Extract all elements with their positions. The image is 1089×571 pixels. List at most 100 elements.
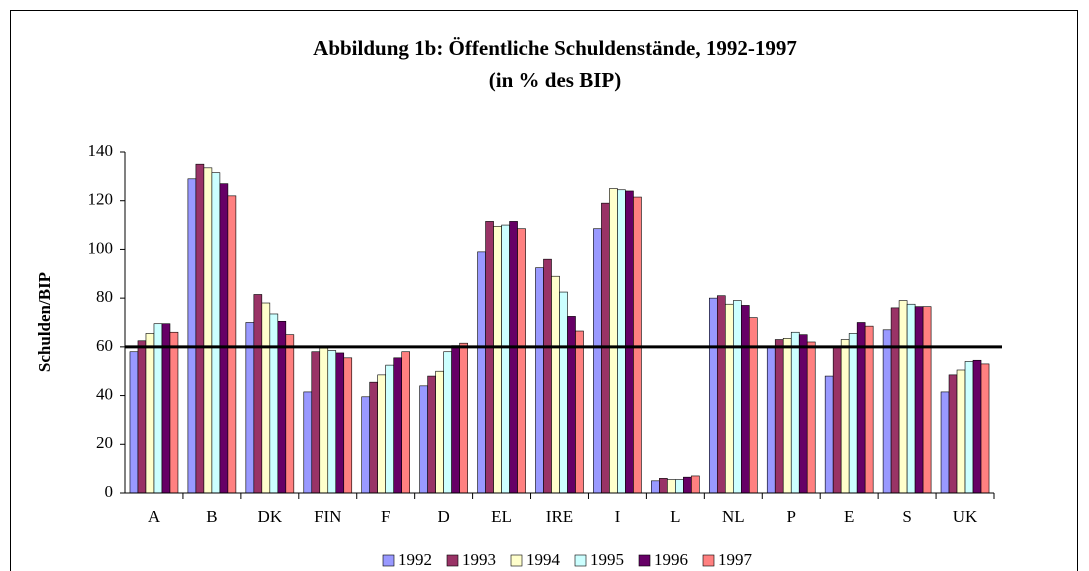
bar xyxy=(716,295,726,494)
chart-subtitle: (in % des BIP) xyxy=(489,68,621,92)
bar xyxy=(782,338,792,494)
x-tick-label: E xyxy=(844,507,854,526)
bar xyxy=(253,294,263,494)
bar xyxy=(401,351,411,494)
bar xyxy=(567,316,576,494)
bar xyxy=(691,475,700,494)
bar xyxy=(343,357,353,494)
bar xyxy=(517,228,526,494)
x-tick-label: I xyxy=(615,507,621,526)
bar xyxy=(840,339,850,494)
bar xyxy=(435,370,444,494)
bar xyxy=(335,352,345,494)
bar xyxy=(617,189,626,494)
x-tick-label: IRE xyxy=(546,507,573,526)
bar xyxy=(956,369,966,494)
bar xyxy=(493,225,502,494)
x-tick-label: EL xyxy=(491,507,512,526)
bar xyxy=(161,323,171,494)
bar xyxy=(393,357,403,494)
bar xyxy=(137,340,147,494)
bar xyxy=(914,306,924,494)
bar xyxy=(261,302,271,494)
y-axis-label: Schulden/BIP xyxy=(35,272,54,372)
bar xyxy=(683,476,692,494)
legend-label: 1992 xyxy=(398,550,432,569)
legend-swatch xyxy=(382,554,395,567)
y-tick-label: 20 xyxy=(96,433,113,452)
x-tick-label: FIN xyxy=(314,507,341,526)
bar xyxy=(427,375,436,494)
bar xyxy=(748,317,758,494)
legend-label: 1995 xyxy=(590,550,624,569)
bar xyxy=(361,396,371,494)
x-tick-label: DK xyxy=(258,507,283,526)
bar xyxy=(798,334,808,494)
bar xyxy=(948,374,958,494)
bar xyxy=(451,345,460,494)
bar xyxy=(187,178,197,494)
bar xyxy=(766,346,776,494)
bar xyxy=(633,196,642,494)
x-tick-label: P xyxy=(786,507,795,526)
bar xyxy=(906,303,916,494)
y-tick-label: 100 xyxy=(88,238,114,257)
x-tick-label: S xyxy=(902,507,911,526)
y-tick-label: 0 xyxy=(105,482,114,501)
bar xyxy=(559,291,568,494)
bar xyxy=(609,188,618,494)
y-tick-label: 80 xyxy=(96,287,113,306)
bar xyxy=(443,351,452,494)
bar xyxy=(832,346,842,494)
bar xyxy=(145,333,155,494)
bar xyxy=(219,183,229,494)
y-tick-label: 40 xyxy=(96,384,113,403)
bar xyxy=(203,167,213,494)
bar xyxy=(882,329,892,494)
y-tick-label: 120 xyxy=(88,190,114,209)
bar xyxy=(774,339,784,494)
bar xyxy=(980,363,990,494)
bar xyxy=(651,480,660,494)
bar xyxy=(419,385,428,494)
bar xyxy=(303,391,313,494)
chart-title: Abbildung 1b: Öffentliche Schuldenstände… xyxy=(313,36,797,60)
bar xyxy=(227,195,237,494)
bar xyxy=(319,347,329,494)
bar xyxy=(708,297,718,494)
bar xyxy=(269,313,279,494)
bar xyxy=(724,303,734,494)
bar xyxy=(543,258,552,494)
legend-swatch xyxy=(702,554,715,567)
y-tick-label: 140 xyxy=(88,141,114,160)
bar xyxy=(806,341,816,494)
bar xyxy=(509,221,518,494)
legend-swatch xyxy=(638,554,651,567)
bar xyxy=(153,323,163,494)
legend-label: 1993 xyxy=(462,550,496,569)
bar xyxy=(848,333,858,494)
bar xyxy=(211,172,221,494)
bar xyxy=(459,342,468,494)
bar xyxy=(732,300,742,494)
x-tick-label: D xyxy=(437,507,449,526)
bar xyxy=(625,190,634,494)
bar xyxy=(551,275,560,494)
bar xyxy=(477,251,486,494)
bar xyxy=(369,381,379,494)
bar xyxy=(890,307,900,494)
bar xyxy=(285,334,295,494)
x-tick-label: F xyxy=(381,507,390,526)
bar xyxy=(824,375,834,494)
bar xyxy=(129,351,139,494)
bar xyxy=(740,305,750,494)
bar xyxy=(864,325,874,494)
bar xyxy=(385,364,395,494)
bar xyxy=(675,479,684,494)
bar xyxy=(377,374,387,494)
x-tick-label: A xyxy=(148,507,161,526)
bar xyxy=(922,306,932,494)
bar xyxy=(898,300,908,494)
bar xyxy=(964,361,974,494)
